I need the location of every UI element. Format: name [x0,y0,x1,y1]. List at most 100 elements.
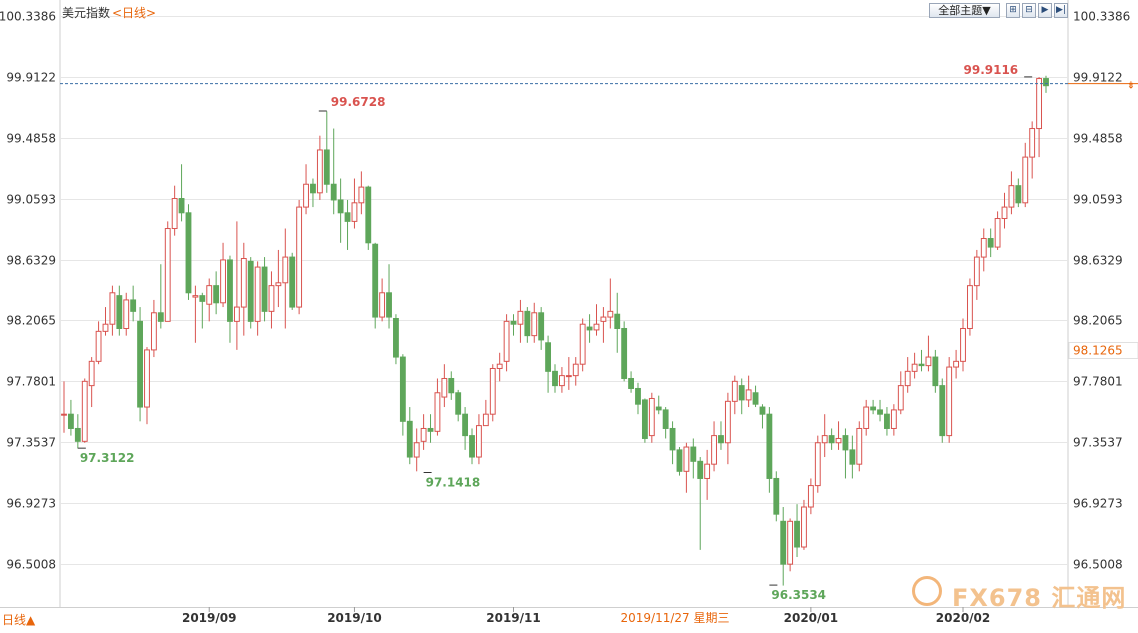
candle[interactable] [600,307,607,343]
candle[interactable] [268,271,275,329]
candle[interactable] [538,307,545,350]
candle[interactable] [828,428,835,450]
candle[interactable] [1029,121,1036,179]
candle[interactable] [787,518,794,572]
candle[interactable] [372,242,379,329]
candle[interactable] [247,257,254,329]
candle[interactable] [953,349,960,379]
period-label[interactable]: <日线> [112,6,157,20]
candle[interactable] [137,307,143,422]
candle[interactable] [109,285,116,336]
candle[interactable] [960,318,966,372]
shrink-icon[interactable]: ⊟ [1022,3,1036,18]
candle[interactable] [323,111,330,193]
candle[interactable] [884,407,890,436]
candle[interactable] [877,399,883,422]
candle[interactable] [448,371,455,400]
candle[interactable] [517,299,524,343]
candle[interactable] [1043,75,1049,93]
candle[interactable] [213,271,220,315]
candle[interactable] [890,404,897,436]
candle[interactable] [482,399,489,427]
candle[interactable] [821,414,828,458]
candle[interactable] [233,221,240,350]
candle[interactable] [531,302,538,343]
candle[interactable] [814,435,821,493]
candle[interactable] [911,352,918,379]
candle[interactable] [303,164,309,215]
candle[interactable] [773,471,780,522]
candle[interactable] [565,357,572,390]
candle[interactable] [261,257,268,322]
candle[interactable] [863,399,870,436]
candle[interactable] [994,211,1001,250]
candle[interactable] [946,357,953,443]
candle[interactable] [337,178,344,243]
candle[interactable] [275,249,282,308]
candle[interactable] [628,371,634,393]
candle[interactable] [635,382,641,415]
candle[interactable] [669,421,676,465]
candle[interactable] [794,504,800,558]
candle[interactable] [434,378,441,436]
candle[interactable] [95,321,102,365]
candle[interactable] [227,255,233,343]
candle[interactable] [296,199,303,315]
candle[interactable] [510,314,517,336]
candle[interactable] [738,378,745,415]
candle[interactable] [835,421,842,450]
candle[interactable] [123,292,130,336]
candle[interactable] [344,199,351,250]
candle[interactable] [524,307,531,343]
candle[interactable] [164,221,171,322]
candle[interactable] [1008,171,1015,215]
candle[interactable] [745,375,752,408]
candle[interactable] [579,318,586,372]
candle[interactable] [171,185,178,236]
candle[interactable] [842,428,849,479]
expand-icon[interactable]: ⊞ [1006,3,1020,18]
candle[interactable] [469,428,475,465]
candle[interactable] [939,378,946,443]
candle[interactable] [759,404,766,429]
candle[interactable] [648,392,655,443]
candle[interactable] [897,371,904,415]
candle[interactable] [185,204,192,300]
candle[interactable] [178,164,185,222]
candle[interactable] [704,449,711,500]
candle[interactable] [462,407,469,450]
candle[interactable] [807,478,814,515]
candle[interactable] [572,357,579,386]
candle[interactable] [503,314,510,372]
candle[interactable] [801,499,807,550]
candle[interactable] [144,347,150,425]
candle[interactable] [711,421,717,472]
candle[interactable] [586,314,593,343]
candle[interactable] [718,421,724,450]
candle[interactable] [254,261,261,336]
candle[interactable] [330,128,337,215]
period-toggle[interactable]: 日线▲ [2,613,36,627]
candle[interactable] [74,414,81,449]
candle[interactable] [427,414,434,443]
candle[interactable] [614,292,621,353]
candle[interactable] [967,278,973,336]
candle[interactable] [973,249,980,300]
candle[interactable] [731,375,738,415]
candle[interactable] [220,242,226,308]
candle[interactable] [621,321,628,382]
candle[interactable] [351,178,358,229]
candle[interactable] [980,228,987,272]
candle[interactable] [365,185,372,250]
candle[interactable] [655,395,662,415]
candle[interactable] [102,307,109,336]
candle[interactable] [752,385,759,408]
step-forward-icon[interactable]: ▶| [1054,3,1068,18]
candle[interactable] [724,392,731,465]
candle[interactable] [641,398,648,443]
candle[interactable] [316,135,323,200]
candle[interactable] [683,442,690,493]
candle[interactable] [81,378,88,443]
